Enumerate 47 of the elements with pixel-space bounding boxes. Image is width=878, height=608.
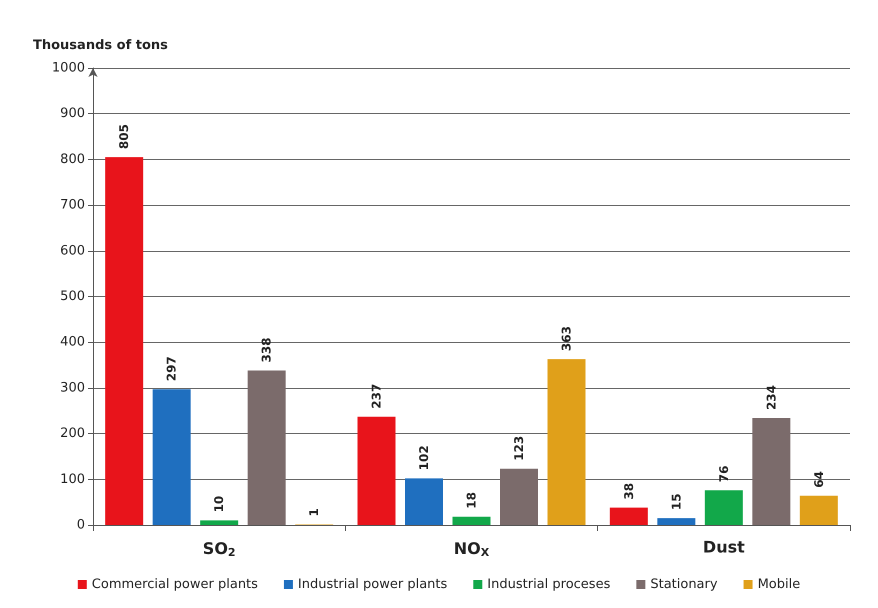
data-label: 1 bbox=[307, 508, 322, 517]
bar bbox=[248, 370, 286, 525]
y-tick-label: 700 bbox=[60, 198, 85, 213]
bar bbox=[800, 496, 838, 525]
y-axis-title: Thousands of tons bbox=[33, 38, 168, 53]
y-tick-label: 300 bbox=[60, 380, 85, 396]
bar bbox=[405, 478, 443, 525]
bar bbox=[548, 359, 586, 525]
y-tick-label: 200 bbox=[60, 426, 85, 442]
bar bbox=[452, 516, 490, 525]
data-label: 18 bbox=[464, 492, 478, 509]
y-tick-label: 100 bbox=[60, 472, 85, 487]
data-label: 805 bbox=[117, 124, 132, 150]
bar bbox=[752, 418, 790, 525]
bar bbox=[358, 416, 396, 525]
bar bbox=[105, 157, 144, 525]
data-label: 338 bbox=[260, 337, 274, 363]
data-label: 15 bbox=[669, 493, 684, 510]
data-label: 123 bbox=[512, 436, 526, 461]
bar bbox=[704, 490, 743, 525]
data-label: 102 bbox=[417, 445, 431, 470]
y-tick-label: 0 bbox=[76, 518, 85, 532]
data-label: 38 bbox=[622, 482, 636, 500]
data-label: 64 bbox=[812, 471, 826, 488]
y-tick-label: 900 bbox=[60, 106, 85, 122]
data-label: 297 bbox=[164, 356, 179, 382]
data-label: 10 bbox=[212, 496, 226, 512]
data-label: 363 bbox=[560, 326, 574, 352]
data-label: 234 bbox=[764, 385, 778, 410]
data-label: 237 bbox=[370, 384, 384, 409]
legend-label: Stationary bbox=[650, 577, 718, 592]
bar bbox=[500, 468, 538, 525]
legend-label: Mobile bbox=[758, 577, 800, 592]
bar bbox=[200, 520, 238, 525]
x-tick-label: Dust bbox=[702, 538, 746, 556]
bar bbox=[610, 508, 648, 525]
y-tick-label: 500 bbox=[60, 289, 85, 304]
y-tick-label: 400 bbox=[60, 334, 85, 350]
legend-label: Industrial proceses bbox=[487, 577, 611, 592]
y-tick-label: 600 bbox=[60, 243, 85, 258]
y-tick-label: 1000 bbox=[52, 60, 85, 76]
data-label: 76 bbox=[716, 466, 731, 482]
bar bbox=[657, 518, 696, 525]
y-tick-label: 800 bbox=[60, 152, 85, 167]
legend-label: Commercial power plants bbox=[92, 577, 258, 592]
legend-label: Industrial power plants bbox=[298, 577, 448, 592]
bar bbox=[152, 389, 191, 525]
